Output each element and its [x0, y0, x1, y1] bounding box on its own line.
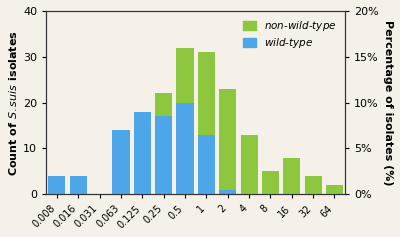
- Bar: [155, 116, 172, 194]
- Bar: [304, 176, 322, 194]
- Bar: [70, 176, 87, 194]
- Y-axis label: Count of $\it{S. suis}$ isolates: Count of $\it{S. suis}$ isolates: [7, 30, 19, 176]
- Bar: [48, 176, 66, 194]
- Y-axis label: Percentage of isolates (%): Percentage of isolates (%): [383, 20, 393, 185]
- Bar: [198, 52, 215, 135]
- Bar: [219, 190, 236, 194]
- Bar: [176, 103, 194, 194]
- Bar: [262, 171, 279, 194]
- Legend: $\it{non}$-$\it{wild}$-$\it{type}$, $\it{wild}$-$\it{type}$: $\it{non}$-$\it{wild}$-$\it{type}$, $\it…: [240, 16, 340, 54]
- Bar: [283, 158, 300, 194]
- Bar: [155, 93, 172, 116]
- Bar: [198, 135, 215, 194]
- Bar: [176, 48, 194, 103]
- Bar: [112, 130, 130, 194]
- Bar: [326, 185, 343, 194]
- Bar: [219, 89, 236, 190]
- Bar: [240, 135, 258, 194]
- Bar: [134, 112, 151, 194]
